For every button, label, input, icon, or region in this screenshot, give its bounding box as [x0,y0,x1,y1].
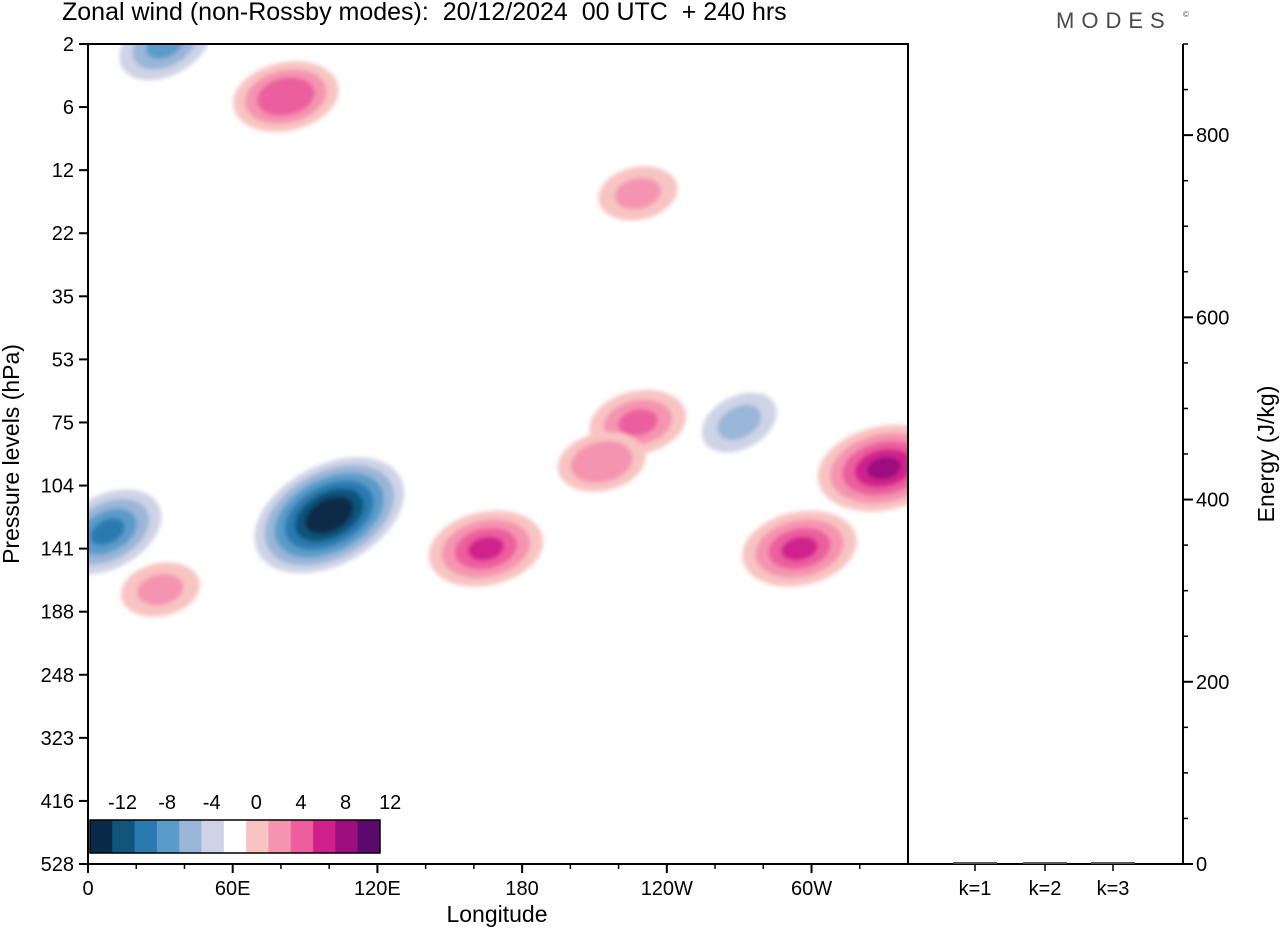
x-tick-label: 60W [791,878,832,900]
wind-anomaly-0 [254,457,405,574]
colorbar-swatch [246,820,269,853]
energy-tick-label: 200 [1196,672,1229,694]
wind-anomaly-9 [557,432,646,492]
contour-level [315,504,344,527]
contour-level [137,573,184,606]
energy-bar-k2 [1023,862,1067,864]
wind-anomaly-11 [120,562,200,617]
colorbar-label: 0 [251,792,262,814]
colorbar-label: 8 [340,792,351,814]
colorbar-swatch [223,820,247,853]
colorbar-swatch [90,820,113,853]
y-tick-label: 188 [41,602,74,624]
contour-level [717,405,762,440]
wind-anomaly-2 [119,44,211,81]
contour-level [269,85,303,108]
colorbar-label: 4 [295,792,306,814]
y-tick-label: 104 [41,476,74,498]
colorbar-label: -8 [158,792,176,814]
chart-title: Zonal wind (non-Rossby modes): 20/12/202… [62,0,787,26]
x-tick-label: 60E [215,878,251,900]
modes-logo: MODES [1056,8,1172,33]
category-label: k=2 [1029,878,1062,900]
contour-level [132,44,198,70]
colorbar-swatch [179,820,202,853]
wind-anomaly-3 [701,392,777,453]
y-tick-label: 35 [52,286,74,308]
y-tick-label: 248 [41,665,74,687]
category-label: k=1 [959,878,992,900]
contour-level [866,456,902,480]
x-axis-title: Longitude [446,901,547,927]
colorbar-swatch [156,820,180,853]
y-tick-label: 528 [41,854,74,876]
y-tick-label: 141 [41,539,74,561]
wind-anomaly-1 [88,489,162,575]
colorbar-swatch [313,820,336,853]
y-axis-title: Pressure levels (hPa) [0,344,24,564]
y-tick-label: 75 [52,412,74,434]
category-label: k=3 [1097,878,1130,900]
y-tick-label: 22 [52,223,74,245]
contour-level [90,518,125,546]
contour-level [617,409,658,436]
energy-tick-label: 600 [1196,307,1229,329]
colorbar-swatch [335,820,359,853]
x-tick-label: 0 [82,878,93,900]
colorbar-swatch [357,820,381,853]
colorbar-label: -12 [108,792,137,814]
plot-frame [87,43,909,865]
energy-axis-title: Energy (J/kg) [1253,386,1279,523]
contour-level [146,44,185,59]
colorbar-label: 12 [379,792,401,814]
y-tick-label: 53 [52,349,74,371]
x-tick-label: 120W [641,878,693,900]
y-tick-label: 12 [52,160,74,182]
energy-tick-label: 400 [1196,490,1229,512]
y-tick-label: 2 [63,34,74,56]
y-tick-label: 416 [41,791,74,813]
colorbar-frame [89,819,381,854]
wind-anomaly-4 [817,424,908,512]
wind-anomaly-10 [598,166,678,221]
colorbar-swatch [134,820,158,853]
contour-level [614,177,661,210]
x-tick-label: 180 [505,878,538,900]
contour-level [781,536,818,561]
wind-field [88,44,908,617]
colorbar-label: -4 [203,792,221,814]
wind-anomaly-7 [232,61,339,132]
wind-anomaly-6 [742,510,857,587]
x-tick-label: 120E [354,878,401,900]
energy-tick-label: 800 [1196,125,1229,147]
energy-bars: 0 200 400 600 800 k=1 k=2 k=3 Energy (J/kg) [908,43,1279,900]
colorbar-swatch [290,820,314,853]
colorbar: -12 -8 -4 0 4 8 12 [88,788,401,856]
energy-tick-label: 0 [1196,854,1207,876]
energy-bar-k1 [953,862,997,864]
y-tick-label: 6 [63,97,74,119]
contour-level [583,449,620,475]
wind-anomaly-5 [428,510,544,587]
energy-bar-k3 [1091,862,1135,864]
y-tick-label: 323 [41,728,74,750]
colorbar-swatch [268,820,292,853]
colorbar-swatch [201,820,225,853]
colorbar-swatch [112,820,136,853]
copyright-mark: © [1183,10,1189,19]
contour-level [467,536,505,561]
